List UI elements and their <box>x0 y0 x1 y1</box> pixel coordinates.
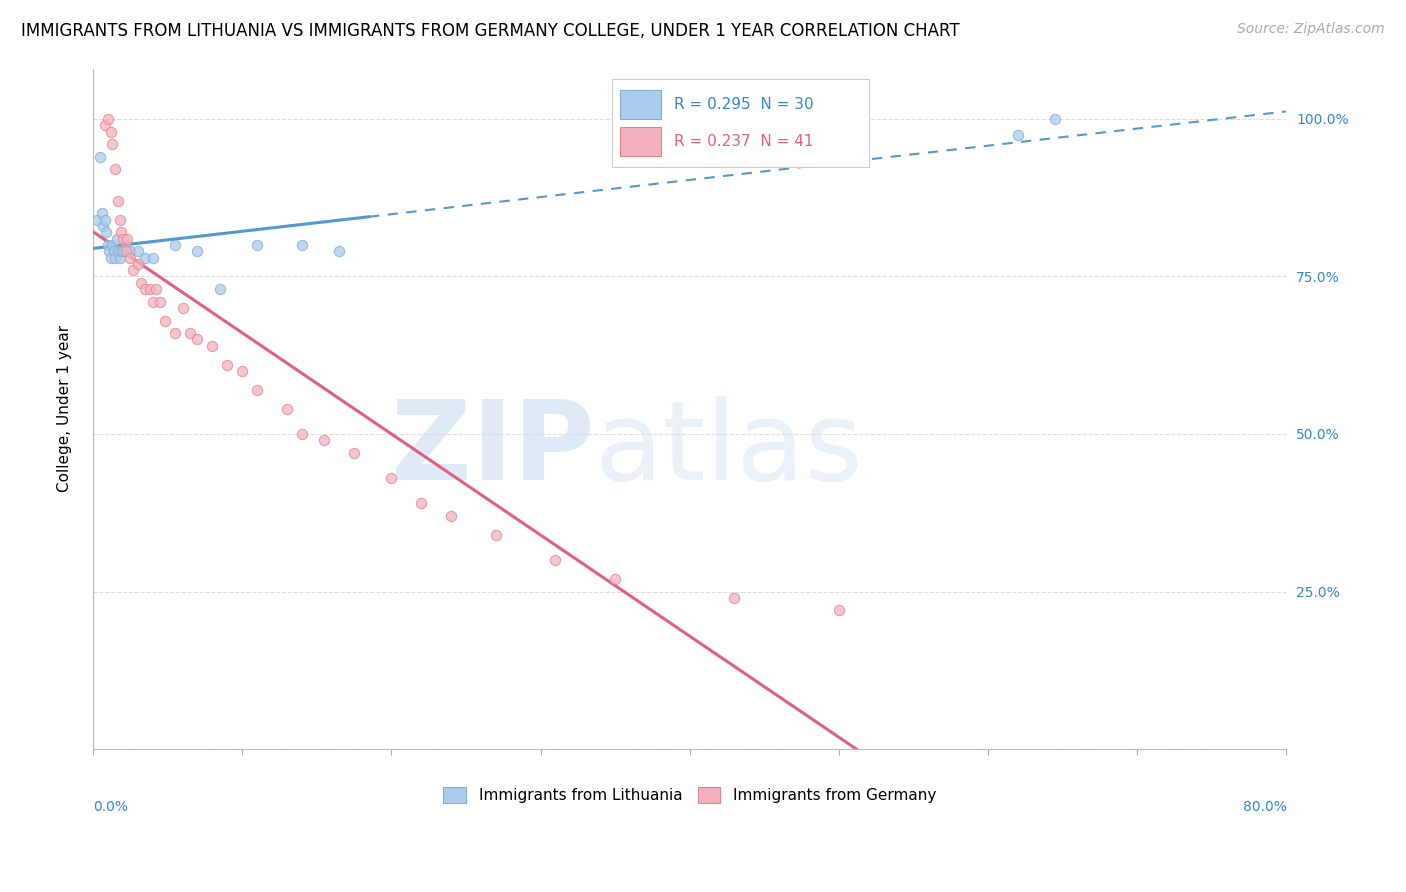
Point <box>145 282 167 296</box>
Point <box>89 150 111 164</box>
Point <box>93 219 115 233</box>
Point <box>108 251 131 265</box>
Point <box>104 251 127 265</box>
Point <box>723 591 745 605</box>
Point <box>142 294 165 309</box>
Point <box>153 313 176 327</box>
Point <box>440 508 463 523</box>
Point <box>1045 112 1067 126</box>
Point <box>111 232 134 246</box>
Point <box>828 603 851 617</box>
Point <box>142 251 165 265</box>
Point <box>134 282 156 296</box>
Y-axis label: College, Under 1 year: College, Under 1 year <box>58 326 72 492</box>
Point <box>149 294 172 309</box>
Point <box>172 301 194 315</box>
Point <box>380 471 402 485</box>
Point <box>605 572 627 586</box>
Point <box>165 238 187 252</box>
Point <box>101 137 124 152</box>
Point <box>100 124 122 138</box>
Text: 0.0%: 0.0% <box>93 800 128 814</box>
Point <box>201 339 224 353</box>
Point <box>120 244 142 259</box>
Point <box>485 528 508 542</box>
Point <box>107 244 129 259</box>
Point <box>291 238 314 252</box>
Point <box>107 194 129 208</box>
Point <box>276 401 298 416</box>
Point <box>127 244 149 259</box>
Point <box>117 232 139 246</box>
Point <box>120 251 142 265</box>
Legend: Immigrants from Lithuania, Immigrants from Germany: Immigrants from Lithuania, Immigrants fr… <box>437 781 942 809</box>
Point <box>138 282 160 296</box>
Point <box>328 244 350 259</box>
Point <box>94 212 117 227</box>
Point <box>246 238 269 252</box>
Point <box>110 225 132 239</box>
Point <box>97 238 120 252</box>
Point <box>291 427 314 442</box>
Point <box>86 212 108 227</box>
Point <box>104 162 127 177</box>
Point <box>411 496 433 510</box>
Point <box>231 364 253 378</box>
Text: ZIP: ZIP <box>391 396 595 503</box>
Point <box>127 257 149 271</box>
Point <box>208 282 231 296</box>
Point <box>91 206 114 220</box>
Point <box>105 232 128 246</box>
Point <box>101 238 124 252</box>
Point <box>1007 128 1029 142</box>
Text: atlas: atlas <box>595 396 863 503</box>
Point <box>114 238 136 252</box>
Point <box>314 434 336 448</box>
Point <box>114 244 136 259</box>
Point <box>186 333 208 347</box>
Text: Source: ZipAtlas.com: Source: ZipAtlas.com <box>1237 22 1385 37</box>
Text: 80.0%: 80.0% <box>1243 800 1286 814</box>
Point <box>100 251 122 265</box>
Point <box>179 326 201 341</box>
Point <box>122 263 145 277</box>
Point <box>110 244 132 259</box>
Point <box>111 244 134 259</box>
Point <box>186 244 208 259</box>
Point <box>96 225 118 239</box>
Point <box>129 276 152 290</box>
Point <box>165 326 187 341</box>
Point <box>246 383 269 397</box>
Point <box>217 358 239 372</box>
Point <box>103 244 125 259</box>
Point <box>98 244 121 259</box>
Point <box>108 212 131 227</box>
Point <box>544 553 567 567</box>
Point <box>134 251 156 265</box>
Point <box>343 446 366 460</box>
Point <box>94 118 117 132</box>
Text: IMMIGRANTS FROM LITHUANIA VS IMMIGRANTS FROM GERMANY COLLEGE, UNDER 1 YEAR CORRE: IMMIGRANTS FROM LITHUANIA VS IMMIGRANTS … <box>21 22 960 40</box>
Point <box>97 112 120 126</box>
